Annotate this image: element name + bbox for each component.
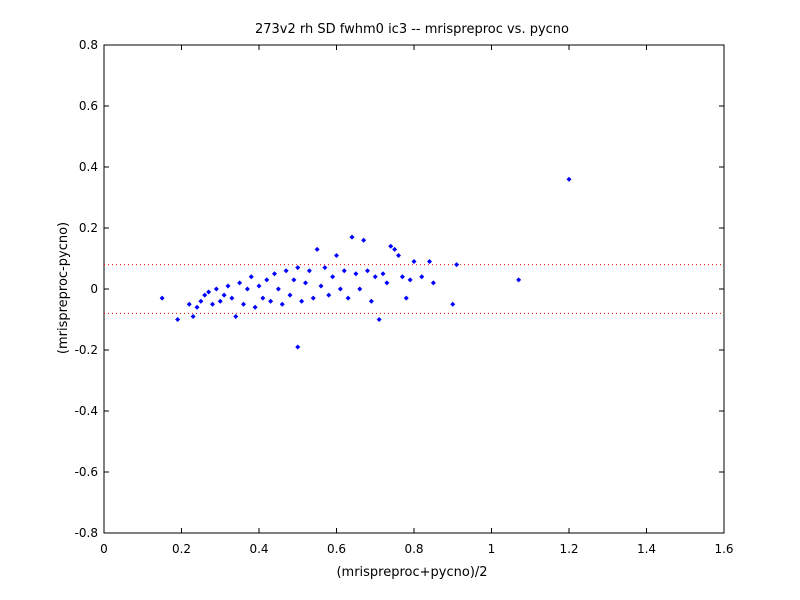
data-point	[295, 344, 301, 350]
data-point	[353, 271, 359, 277]
data-point	[229, 295, 235, 301]
x-axis-label: (mrispreproc+pycno)/2	[336, 565, 487, 580]
data-point	[287, 292, 293, 298]
data-point	[566, 176, 572, 182]
data-point	[376, 317, 382, 322]
x-tick-label: 0	[100, 542, 108, 556]
x-tick-label: 1.4	[637, 542, 656, 556]
data-point	[210, 301, 215, 307]
data-point	[430, 280, 436, 286]
data-point	[345, 295, 351, 301]
data-point	[159, 295, 165, 301]
data-point	[411, 259, 417, 265]
data-point	[314, 246, 320, 252]
y-tick-label: 0.8	[79, 38, 98, 52]
data-point	[190, 313, 196, 319]
data-point	[194, 304, 200, 310]
data-point	[399, 274, 405, 280]
data-point	[368, 298, 374, 304]
data-point	[407, 277, 413, 283]
y-tick-label: -0.8	[75, 526, 98, 540]
axes-box	[103, 44, 725, 534]
data-point	[326, 292, 332, 298]
y-tick-label: 0.6	[79, 99, 98, 113]
data-point	[221, 292, 227, 298]
data-point	[318, 283, 324, 289]
x-tick-label: 1.2	[559, 542, 578, 556]
data-point	[392, 246, 398, 252]
data-point	[403, 295, 409, 301]
data-point	[299, 298, 305, 304]
x-tick-label: 1.6	[714, 542, 733, 556]
data-point	[388, 243, 394, 249]
y-tick-label: -0.6	[75, 465, 98, 479]
data-point	[233, 313, 239, 319]
data-point	[427, 259, 432, 265]
data-point	[365, 268, 370, 274]
data-point	[186, 301, 192, 307]
chart-title: 273v2 rh SD fwhm0 ic3 -- mrispreproc vs.…	[255, 22, 569, 37]
y-tick-label: 0.4	[79, 160, 98, 174]
x-tick-label: 1	[488, 542, 496, 556]
data-point	[337, 286, 343, 292]
data-point	[361, 237, 367, 243]
data-point	[334, 252, 339, 258]
data-point	[516, 277, 522, 283]
data-point	[256, 283, 262, 289]
data-point	[272, 271, 277, 277]
data-point	[225, 283, 231, 289]
data-point	[268, 298, 274, 304]
data-point	[198, 298, 204, 304]
data-point	[419, 274, 425, 280]
data-point	[357, 286, 363, 292]
y-axis-label: (mrispreproc-pycno)	[56, 222, 71, 354]
data-point	[310, 295, 316, 301]
data-point	[349, 234, 355, 240]
plot-area: 0 0.2 0.4 0.6 0.8 1 1.2 1.4 1.6 -0.8 -0.6 -0.4 -0.2 0…	[75, 38, 734, 556]
data-point	[202, 292, 208, 298]
data-point	[450, 301, 456, 307]
data-point	[252, 304, 258, 310]
data-point	[260, 295, 266, 301]
data-point	[237, 280, 243, 286]
data-point	[244, 286, 250, 292]
data-point	[454, 262, 460, 268]
x-tick-label: 0.4	[249, 542, 268, 556]
y-tick-label: -0.4	[75, 404, 98, 418]
data-point	[372, 274, 378, 280]
data-point	[306, 268, 312, 274]
data-point	[175, 317, 181, 322]
y-tick-label: -0.2	[75, 343, 98, 357]
data-point	[291, 277, 297, 283]
y-tick-label: 0.2	[79, 221, 98, 235]
data-point	[303, 280, 308, 286]
x-tick-label: 0.2	[172, 542, 191, 556]
x-tick-label: 0.8	[404, 542, 423, 556]
data-point	[380, 271, 386, 277]
data-point	[248, 274, 254, 280]
x-tick-label: 0.6	[327, 542, 346, 556]
y-tick-label: 0	[90, 282, 98, 296]
data-point	[206, 289, 212, 295]
data-point	[396, 252, 401, 258]
data-point	[264, 277, 270, 283]
data-point	[213, 286, 219, 292]
data-point	[241, 301, 246, 307]
data-point	[341, 268, 347, 274]
data-point	[384, 280, 390, 286]
data-point	[322, 265, 328, 271]
data-point	[217, 298, 223, 304]
data-point	[279, 301, 285, 307]
data-point	[330, 274, 336, 280]
data-point	[295, 265, 301, 271]
data-point	[275, 286, 281, 292]
data-point	[283, 268, 289, 274]
